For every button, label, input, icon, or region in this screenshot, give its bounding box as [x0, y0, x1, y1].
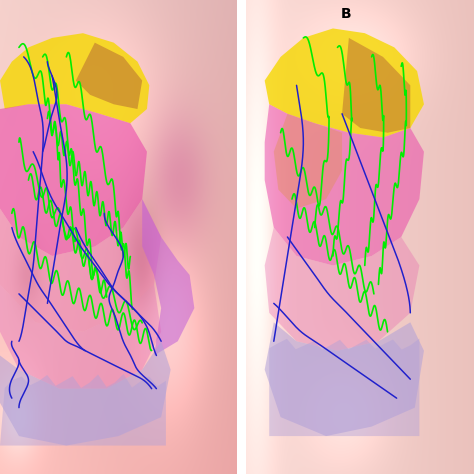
Polygon shape	[76, 43, 142, 109]
Polygon shape	[269, 338, 419, 436]
Text: B: B	[341, 7, 351, 21]
Polygon shape	[0, 341, 171, 446]
Polygon shape	[264, 228, 419, 351]
Polygon shape	[264, 104, 424, 265]
Polygon shape	[142, 199, 194, 356]
Polygon shape	[264, 322, 424, 436]
Polygon shape	[0, 199, 161, 332]
Polygon shape	[274, 114, 342, 209]
Polygon shape	[0, 33, 149, 123]
Polygon shape	[264, 28, 424, 137]
Polygon shape	[342, 38, 410, 133]
Polygon shape	[0, 374, 166, 446]
Polygon shape	[0, 104, 147, 256]
Polygon shape	[0, 284, 161, 389]
